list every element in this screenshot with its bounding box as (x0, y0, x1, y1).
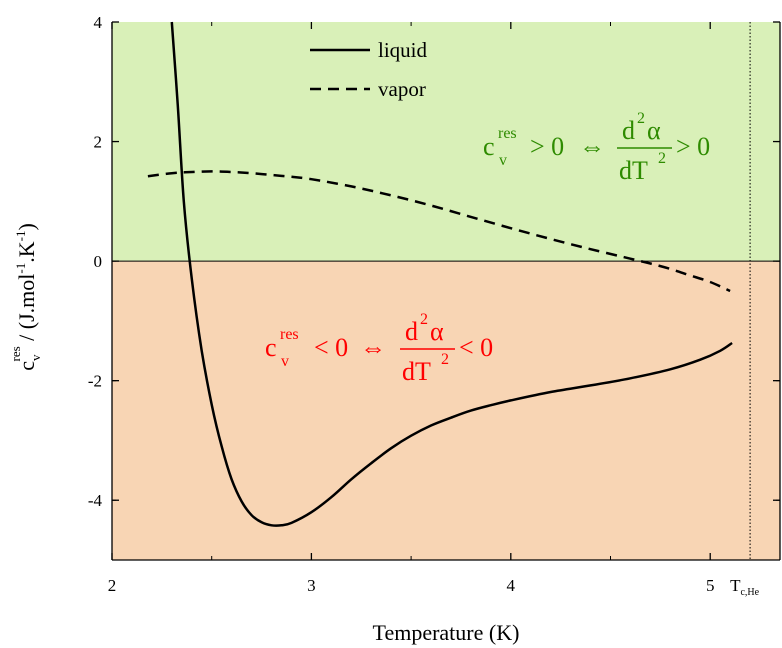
legend-label-liquid: liquid (378, 38, 428, 62)
critical-temperature-label-main: T (730, 576, 741, 595)
annotation-negative-num: d (405, 317, 418, 346)
annotation-positive-den-sup: 2 (658, 150, 666, 167)
y-tick-label: 4 (94, 13, 103, 32)
positive-region (112, 22, 780, 262)
y-axis-title-exp-2: -1 (13, 231, 28, 242)
annotation-positive-num: d (622, 116, 635, 145)
x-axis-title: Temperature (K) (373, 620, 520, 645)
annotation-negative-den: dT (402, 357, 431, 386)
annotation-positive-relation2: > 0 (676, 132, 710, 161)
x-tick-label: 5 (706, 576, 715, 595)
y-axis-title-unit-1: / (J.mol (14, 274, 39, 347)
legend-label-vapor: vapor (378, 77, 426, 101)
series-line-vapor (147, 170, 731, 293)
series-line-liquid (170, 21, 733, 527)
annotation-positive-relation1: > 0 (530, 132, 564, 161)
annotation-negative-lhs-sup: res (280, 326, 299, 343)
annotation-positive: c res v > 0 ⇔ d 2 α dT 2 > 0 (483, 110, 710, 185)
annotation-positive-lhs: c (483, 132, 495, 161)
annotation-negative-relation1: < 0 (314, 333, 348, 362)
y-tick-label: -4 (88, 491, 103, 510)
x-tick-label: 4 (507, 576, 516, 595)
annotation-negative-den-sup: 2 (441, 351, 449, 368)
annotation-positive-num-tail: α (647, 116, 661, 145)
annotation-negative-lhs: c (265, 333, 277, 362)
y-axis-title-text: cvres / (J.mol-1.K-1) (8, 223, 43, 371)
annotation-positive-lhs-sub: v (499, 152, 507, 169)
annotation-negative-num-tail: α (430, 317, 444, 346)
y-axis-title-subscript: v (28, 354, 43, 361)
y-axis-title-exp-1: -1 (13, 263, 28, 274)
y-axis-title-unit-2: .K (14, 241, 39, 263)
annotation-negative-num-sup: 2 (420, 311, 428, 328)
annotation-negative-lhs-sub: v (281, 353, 289, 370)
annotation-negative: c res v < 0 ⇔ d 2 α dT 2 < 0 (265, 311, 493, 386)
series-group (147, 21, 733, 527)
negative-region (112, 261, 780, 560)
y-axis-title: cvres / (J.mol-1.K-1) (8, 223, 43, 371)
annotation-positive-num-sup: 2 (637, 110, 645, 127)
annotation-negative-relation2: < 0 (459, 333, 493, 362)
critical-temperature-label-sub: c,He (740, 587, 759, 598)
legend: liquid vapor (310, 38, 428, 101)
annotation-positive-den: dT (619, 156, 648, 185)
plot-frame-group (111, 22, 781, 561)
annotation-negative-equiv: ⇔ (360, 333, 386, 362)
x-tick-label: 3 (307, 576, 316, 595)
annotation-positive-equiv: ⇔ (579, 132, 605, 161)
y-tick-label: 2 (94, 133, 103, 152)
y-tick-label: 0 (94, 252, 103, 271)
background-regions (112, 22, 780, 560)
x-tick-label: 2 (108, 576, 117, 595)
critical-temperature-label: Tc,He (730, 576, 760, 598)
ticks-group: -4 -2 0 2 4 2 3 4 5 (88, 13, 780, 595)
y-tick-label: -2 (88, 372, 102, 391)
y-axis-title-superscript: res (8, 346, 23, 361)
y-axis-title-unit-3: ) (14, 223, 39, 230)
annotation-positive-lhs-sup: res (498, 125, 517, 142)
y-axis-title-symbol: c (14, 361, 39, 371)
